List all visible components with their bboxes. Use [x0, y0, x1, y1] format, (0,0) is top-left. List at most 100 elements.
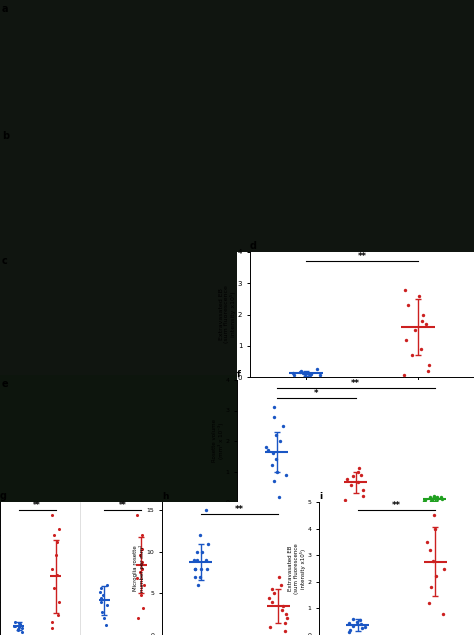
Point [357, 619, 365, 629]
Point [439, 608, 447, 618]
Point [408, 350, 416, 360]
Point [204, 538, 211, 549]
Y-axis label: Extravasated EB
(sum fluorescence
intensity x10⁵): Extravasated EB (sum fluorescence intens… [219, 286, 237, 344]
Point [140, 603, 147, 613]
Point [14, 624, 22, 634]
Point [190, 555, 198, 565]
Point [303, 368, 311, 378]
Point [50, 530, 57, 540]
Point [425, 359, 433, 370]
Point [427, 582, 435, 592]
Point [313, 364, 320, 374]
Point [194, 580, 201, 590]
Point [355, 464, 363, 474]
Point [426, 491, 433, 502]
Point [191, 563, 199, 573]
Point [297, 366, 305, 376]
Point [349, 471, 357, 481]
Point [197, 563, 205, 573]
Point [14, 625, 22, 635]
Point [404, 300, 412, 311]
Text: a: a [2, 4, 9, 14]
Point [423, 537, 431, 547]
Point [268, 460, 276, 471]
Point [133, 573, 140, 584]
Point [428, 495, 436, 505]
Point [198, 547, 206, 557]
Y-axis label: Rosette volume
(mm³ x 10⁻³): Rosette volume (mm³ x 10⁻³) [212, 420, 224, 462]
Point [355, 467, 362, 477]
Point [422, 319, 429, 329]
Text: *: * [314, 389, 318, 398]
Point [96, 587, 104, 597]
Point [263, 442, 270, 452]
Point [272, 454, 280, 464]
Point [53, 537, 61, 547]
Text: **: ** [235, 505, 244, 514]
Point [97, 597, 104, 607]
Point [282, 609, 289, 619]
Text: g: g [0, 491, 7, 501]
Point [98, 584, 105, 594]
Point [273, 467, 281, 477]
Point [138, 530, 146, 540]
Point [438, 491, 445, 502]
Point [305, 369, 313, 379]
Point [275, 492, 283, 502]
Point [100, 590, 107, 600]
Point [202, 555, 210, 565]
Text: b: b [2, 131, 9, 141]
Text: i: i [319, 492, 322, 501]
Point [102, 620, 110, 630]
Point [98, 606, 106, 617]
Point [17, 620, 24, 630]
Point [270, 476, 278, 486]
Point [100, 613, 108, 624]
Point [426, 545, 434, 555]
Point [415, 291, 423, 301]
Point [425, 598, 433, 608]
Point [193, 547, 201, 557]
Point [349, 620, 357, 631]
Point [264, 445, 272, 455]
Point [193, 555, 201, 565]
Point [16, 619, 23, 629]
Point [191, 572, 199, 582]
Text: **: ** [119, 501, 127, 510]
Point [430, 491, 438, 501]
Point [430, 510, 438, 520]
Point [266, 622, 273, 632]
Point [48, 624, 55, 634]
Point [411, 325, 419, 335]
Y-axis label: Extravasated EB
(sum fluorescence
intensity x10⁵): Extravasated EB (sum fluorescence intens… [288, 543, 306, 594]
Point [307, 369, 315, 379]
Text: **: ** [351, 378, 360, 387]
Text: f: f [237, 370, 241, 379]
Point [48, 563, 55, 573]
Point [282, 625, 289, 635]
Point [432, 572, 440, 582]
Point [342, 495, 349, 505]
Point [265, 592, 273, 603]
Point [354, 617, 361, 627]
Point [344, 474, 351, 485]
Point [279, 601, 286, 611]
Point [400, 370, 408, 380]
Point [301, 368, 309, 378]
Point [16, 618, 23, 628]
Point [52, 550, 59, 560]
Point [359, 485, 367, 495]
Point [424, 366, 432, 376]
Point [103, 580, 110, 590]
Point [278, 605, 285, 615]
Point [401, 284, 409, 295]
Point [418, 316, 426, 326]
Point [356, 615, 364, 625]
Point [357, 469, 365, 479]
Point [421, 495, 429, 505]
Text: **: ** [33, 501, 41, 510]
Text: d: d [250, 241, 257, 251]
Point [316, 370, 324, 380]
Text: h: h [162, 492, 168, 501]
Point [11, 617, 19, 627]
